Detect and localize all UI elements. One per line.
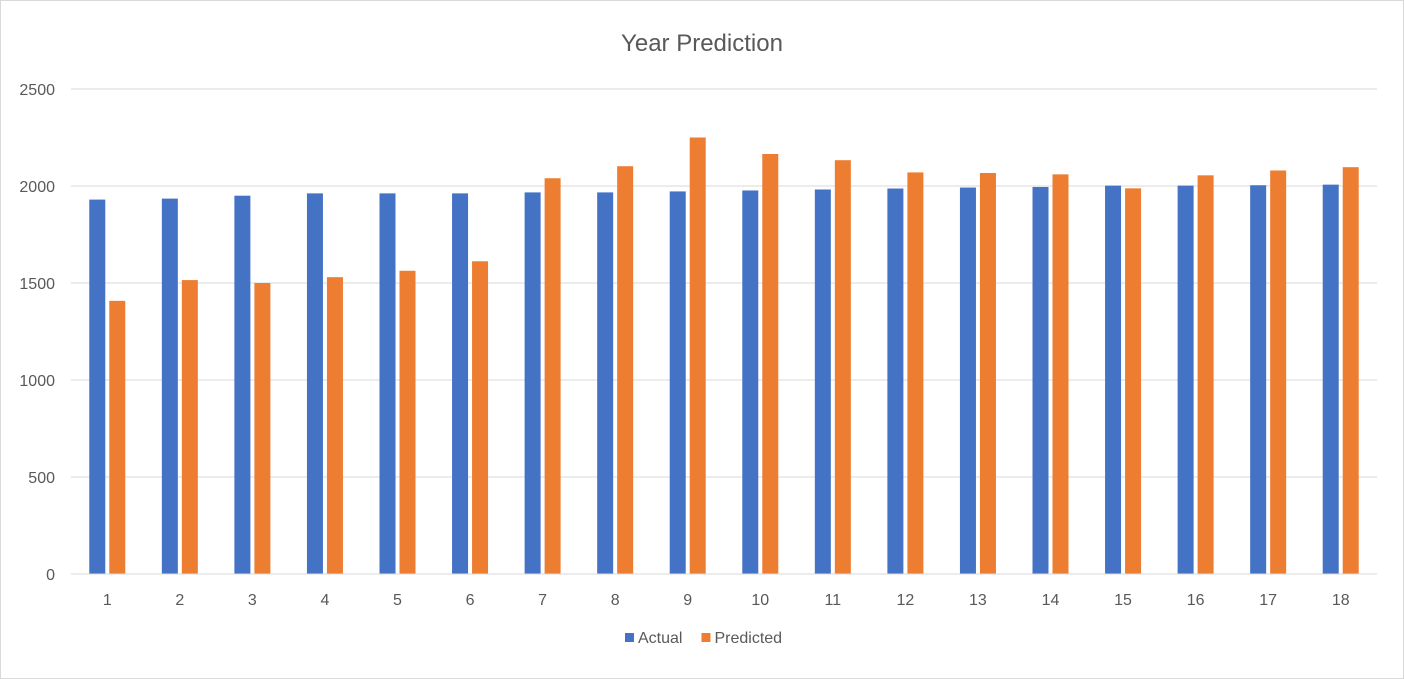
bar-predicted-13 bbox=[979, 173, 996, 574]
bar-actual-8 bbox=[597, 192, 614, 575]
bar-actual-10 bbox=[742, 190, 759, 574]
bar-predicted-1 bbox=[109, 300, 126, 574]
x-tick-label: 13 bbox=[969, 592, 987, 609]
x-tick-label: 16 bbox=[1187, 592, 1205, 609]
bar-actual-4 bbox=[306, 193, 323, 574]
bar-predicted-18 bbox=[1342, 167, 1359, 574]
bar-predicted-5 bbox=[399, 270, 416, 574]
bar-predicted-12 bbox=[907, 172, 924, 575]
bar-actual-7 bbox=[524, 192, 541, 575]
x-tick-label: 9 bbox=[683, 592, 692, 609]
bar-actual-15 bbox=[1105, 185, 1122, 574]
x-tick-label: 10 bbox=[751, 592, 769, 609]
y-tick-label: 1000 bbox=[19, 373, 55, 390]
bar-predicted-15 bbox=[1125, 188, 1142, 574]
x-tick-label: 15 bbox=[1114, 592, 1132, 609]
bar-predicted-3 bbox=[254, 283, 271, 574]
x-axis-tick-labels: 1 2 3 4 5 6 7 8 9 10 11 12 13 14 15 16 17 18 bbox=[103, 592, 1350, 609]
bars bbox=[89, 137, 1359, 575]
x-tick-label: 6 bbox=[466, 592, 475, 609]
bar-predicted-7 bbox=[544, 178, 561, 575]
bar-predicted-14 bbox=[1052, 174, 1069, 575]
bar-predicted-6 bbox=[472, 261, 489, 574]
bar-actual-12 bbox=[887, 188, 904, 574]
chart-title: Year Prediction bbox=[621, 30, 783, 57]
x-tick-label: 7 bbox=[538, 592, 547, 609]
bar-predicted-11 bbox=[834, 160, 851, 574]
bar-actual-13 bbox=[959, 187, 976, 574]
bar-predicted-8 bbox=[617, 166, 634, 574]
x-tick-label: 18 bbox=[1332, 592, 1350, 609]
x-tick-label: 4 bbox=[320, 592, 329, 609]
bar-actual-5 bbox=[379, 193, 396, 574]
bar-predicted-17 bbox=[1270, 170, 1287, 575]
y-tick-label: 2500 bbox=[19, 82, 55, 99]
bar-actual-9 bbox=[669, 191, 686, 574]
x-tick-label: 5 bbox=[393, 592, 402, 609]
bar-actual-17 bbox=[1250, 185, 1267, 574]
bar-actual-2 bbox=[161, 198, 178, 575]
x-tick-label: 12 bbox=[896, 592, 914, 609]
legend-swatch-actual bbox=[625, 633, 634, 642]
bar-actual-18 bbox=[1322, 184, 1339, 574]
x-tick-label: 3 bbox=[248, 592, 257, 609]
legend-label-actual: Actual bbox=[638, 630, 682, 647]
bar-predicted-4 bbox=[326, 277, 343, 574]
bar-actual-3 bbox=[234, 195, 251, 574]
bar-predicted-2 bbox=[181, 280, 198, 574]
x-tick-label: 14 bbox=[1042, 592, 1060, 609]
bar-predicted-16 bbox=[1197, 175, 1214, 574]
y-tick-label: 1500 bbox=[19, 276, 55, 293]
bar-predicted-9 bbox=[689, 137, 706, 574]
bar-actual-14 bbox=[1032, 186, 1049, 574]
bar-actual-1 bbox=[89, 199, 106, 574]
x-tick-label: 1 bbox=[103, 592, 112, 609]
y-tick-label: 2000 bbox=[19, 179, 55, 196]
x-tick-label: 8 bbox=[611, 592, 620, 609]
x-tick-label: 17 bbox=[1259, 592, 1277, 609]
bar-actual-16 bbox=[1177, 185, 1194, 574]
y-tick-label: 500 bbox=[28, 470, 55, 487]
legend-swatch-predicted bbox=[701, 633, 711, 642]
bar-predicted-10 bbox=[762, 153, 779, 575]
gridlines bbox=[71, 88, 1377, 478]
legend: Actual Predicted bbox=[625, 630, 782, 647]
bar-actual-6 bbox=[452, 193, 469, 574]
y-tick-label: 0 bbox=[46, 567, 55, 584]
bar-actual-11 bbox=[814, 189, 831, 574]
legend-label-predicted: Predicted bbox=[714, 630, 782, 647]
x-tick-label: 11 bbox=[825, 592, 842, 609]
y-axis-tick-labels: 0 500 1000 1500 2000 2500 bbox=[19, 82, 55, 584]
x-tick-label: 2 bbox=[175, 592, 184, 609]
